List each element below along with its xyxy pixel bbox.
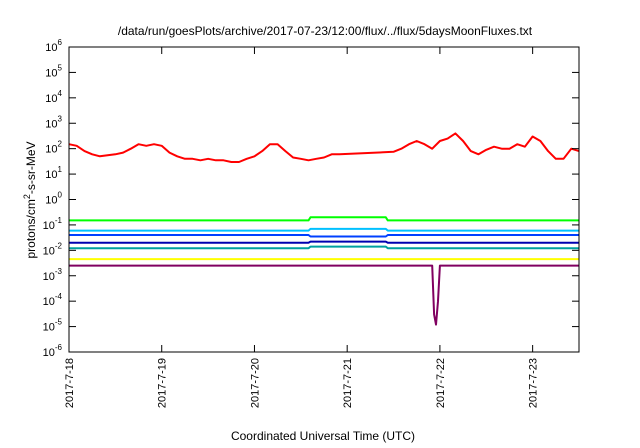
y-tick-label: 10-4 (43, 292, 63, 308)
y-tick-base: 10 (43, 245, 55, 257)
x-tick-label: 2017-7-23 (528, 358, 540, 408)
y-tick-base: 10 (45, 93, 57, 105)
y-tick-label: 10-2 (43, 241, 63, 257)
y-tick-label: 103 (45, 114, 62, 130)
y-tick-base: 10 (43, 220, 55, 232)
y-tick-exp: -1 (55, 216, 63, 225)
y-tick-exp: -6 (55, 343, 63, 352)
y-tick-exp: -3 (55, 267, 63, 276)
x-tick-label: 2017-7-19 (157, 358, 169, 408)
series-line-4 (69, 234, 579, 238)
y-tick-base: 10 (45, 42, 57, 54)
y-tick-exp: 3 (58, 114, 63, 123)
x-axis-ticks: 2017-7-18 2017-7-19 2017-7-20 2017-7-21 2017… (64, 47, 540, 408)
y-axis-label-sup: 2 (22, 194, 32, 199)
y-tick-label: 100 (45, 191, 62, 207)
y-tick-exp: 6 (58, 38, 63, 47)
y-tick-exp: -5 (55, 318, 63, 327)
y-tick-exp: 2 (58, 140, 63, 149)
y-tick-base: 10 (45, 118, 57, 130)
y-tick-label: 10-6 (43, 343, 63, 359)
y-tick-exp: 0 (58, 191, 63, 200)
y-tick-base: 10 (43, 322, 55, 334)
y-tick-base: 10 (43, 347, 55, 359)
y-tick-label: 104 (45, 89, 62, 105)
series-line-6 (69, 245, 579, 250)
x-tick-label: 2017-7-18 (64, 358, 76, 408)
y-tick-exp: -4 (55, 292, 63, 301)
y-tick-label: 106 (45, 38, 62, 54)
y-tick-base: 10 (45, 144, 57, 156)
series-layer (68, 132, 580, 326)
series-line-1 (68, 132, 580, 163)
x-tick-label: 2017-7-22 (435, 358, 447, 408)
series-line-2 (69, 216, 579, 222)
y-tick-label: 105 (45, 63, 62, 79)
y-axis-ticks: 10-610-510-410-310-210-11001011021031041… (43, 38, 579, 359)
y-tick-exp: 5 (58, 63, 63, 72)
y-axis-label-post: -s-sr-MeV (24, 141, 38, 194)
y-tick-exp: -2 (55, 241, 63, 250)
y-tick-base: 10 (43, 296, 55, 308)
y-tick-label: 101 (45, 165, 62, 181)
series-line-8 (69, 264, 579, 326)
y-tick-exp: 4 (58, 89, 63, 98)
x-tick-label: 2017-7-21 (342, 358, 354, 408)
y-axis-label-pre: protons/cm (24, 199, 38, 258)
x-tick-label: 2017-7-20 (249, 358, 261, 408)
y-tick-base: 10 (45, 169, 57, 181)
y-tick-base: 10 (45, 195, 57, 207)
series-line-5 (69, 240, 579, 244)
y-axis-label: protons/cm2-s-sr-MeV (22, 141, 38, 258)
y-tick-label: 10-1 (43, 216, 63, 232)
y-tick-base: 10 (43, 271, 55, 283)
y-tick-exp: 1 (58, 165, 63, 174)
plot-frame (68, 46, 580, 353)
y-tick-label: 102 (45, 140, 62, 156)
y-tick-base: 10 (45, 67, 57, 79)
y-tick-label: 10-5 (43, 318, 63, 334)
y-tick-label: 10-3 (43, 267, 63, 283)
x-axis-label: Coordinated Universal Time (UTC) (231, 429, 415, 443)
series-line-3 (69, 227, 579, 232)
chart-title: /data/run/goesPlots/archive/2017-07-23/1… (118, 24, 533, 38)
